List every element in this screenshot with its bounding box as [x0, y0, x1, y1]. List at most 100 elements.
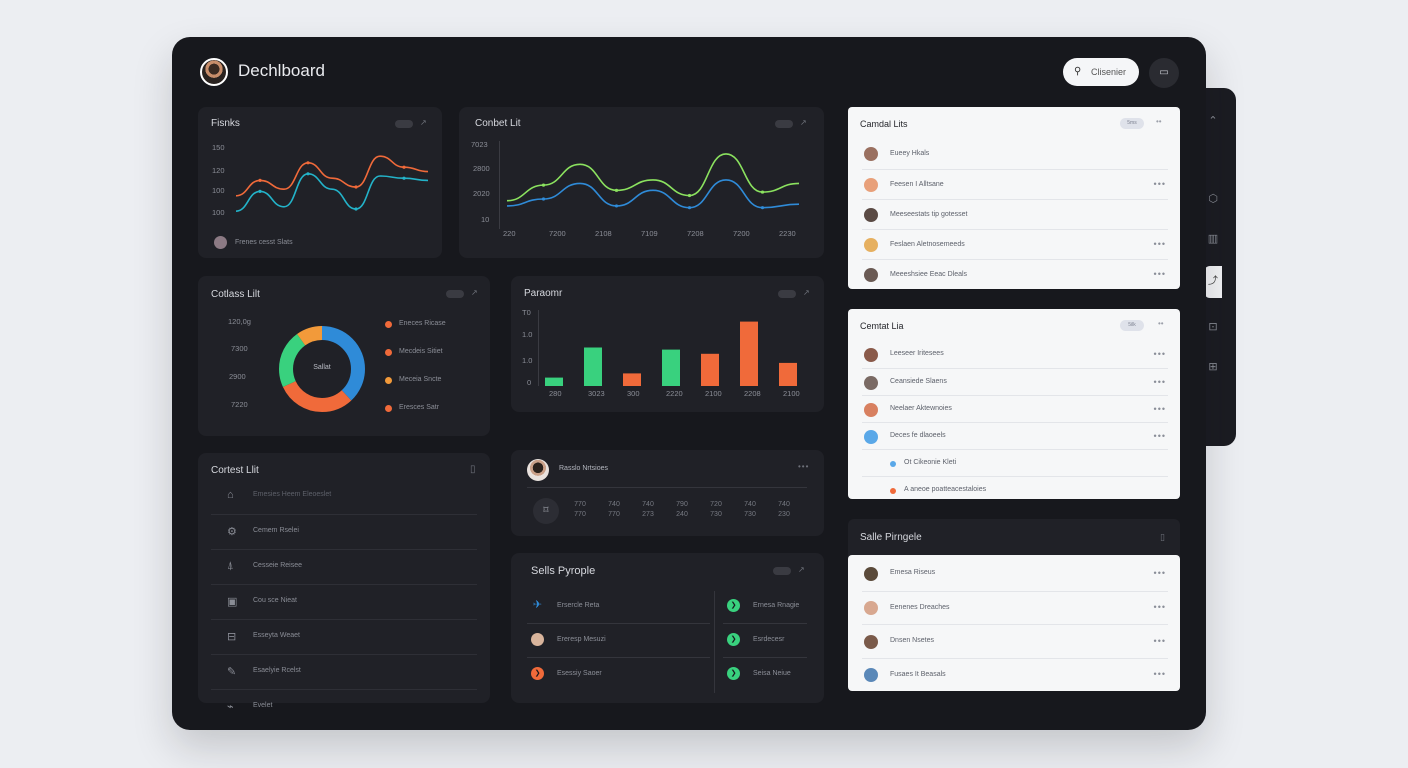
list-item[interactable]: Ceansiede Slaens ••• — [862, 368, 1168, 395]
card-toggle[interactable] — [775, 120, 793, 128]
cube-icon[interactable]: ⬡ — [1208, 193, 1218, 205]
list-item[interactable]: Feesen I Alltsane ••• — [862, 169, 1168, 199]
book-icon[interactable]: ▥ — [1207, 233, 1219, 245]
more-icon[interactable]: •• — [1158, 319, 1164, 328]
bookmark-icon[interactable]: ▯ — [1160, 532, 1165, 542]
search-button[interactable]: ⚲ Clisenier — [1063, 58, 1139, 86]
card-title: Salle Pirngele — [860, 532, 922, 543]
grid-icon[interactable]: ⊞ — [1208, 361, 1218, 373]
list-item-label[interactable]: Esrdecesr — [753, 636, 785, 643]
avatar — [864, 147, 878, 161]
status-badge[interactable]: 5ms — [1120, 118, 1144, 129]
avatar — [864, 208, 878, 222]
data-point — [354, 207, 358, 211]
more-icon[interactable]: ••• — [798, 462, 810, 471]
expand-icon[interactable]: ↗ — [471, 288, 478, 297]
x-tick: 2100 — [705, 389, 722, 398]
data-point — [354, 185, 358, 189]
stat-value: 790 — [676, 501, 688, 508]
more-icon[interactable]: •• — [1156, 117, 1162, 126]
list-item[interactable]: ✎ Esaelyie Rcelst — [211, 654, 477, 689]
more-icon[interactable]: ••• — [1153, 430, 1166, 441]
list-item[interactable]: Fusaes It Beasals ••• — [862, 657, 1168, 692]
status-badge[interactable]: 5ilk — [1120, 320, 1144, 331]
list-item[interactable]: ⚙ Cemem Rselei — [211, 514, 477, 549]
list-item[interactable]: ⍋ Cesseie Reisee — [211, 549, 477, 584]
donut-chart — [279, 326, 365, 412]
sales-people-card: Sells Pyrople ↗ ✈ Ersercle Reta Ereresp Me… — [511, 553, 824, 703]
card-toggle[interactable] — [395, 120, 413, 128]
expand-icon[interactable]: ↗ — [798, 565, 805, 574]
list-item-label: Emesa Riseus — [890, 569, 936, 577]
more-icon[interactable]: ••• — [1153, 567, 1166, 578]
list-item[interactable]: ▣ Cou sce Nieat — [211, 584, 477, 619]
list-item-label[interactable]: Ersercle Reta — [557, 602, 600, 609]
legend-entry: Mecdeis Sitiet — [399, 348, 443, 355]
x-tick: 2108 — [595, 229, 612, 238]
y-tick: 1.0 — [522, 330, 533, 339]
y-tick: T0 — [522, 308, 531, 317]
expand-icon[interactable]: ↗ — [800, 118, 807, 127]
card-toggle[interactable] — [778, 290, 796, 298]
card-toggle[interactable] — [773, 567, 791, 575]
list-item[interactable]: Feslaen Aletnosemeeds ••• — [862, 229, 1168, 259]
list-item-label[interactable]: Seisa Neiue — [753, 670, 791, 677]
more-icon[interactable]: ••• — [1153, 269, 1166, 279]
list-item[interactable]: Leeseer Iritesees ••• — [862, 341, 1168, 368]
stat-value: 770 — [608, 511, 620, 518]
card-title: Fisnks — [211, 118, 240, 129]
legend-entry: Meceia Sncte — [399, 376, 442, 383]
list-item-label[interactable]: Ereresp Mesuzi — [557, 636, 606, 643]
y-tick: 2020 — [473, 189, 490, 198]
list-item-label[interactable]: Esessiy Saoer — [557, 670, 602, 677]
y-tick: 0 — [527, 378, 532, 387]
more-icon[interactable]: ••• — [1153, 348, 1166, 359]
data-point — [258, 189, 262, 193]
list-item[interactable]: ⌁ Evelet — [211, 689, 477, 724]
share-icon[interactable]: ⤴ — [1204, 266, 1222, 298]
list-item[interactable]: Emesa Riseus ••• — [862, 557, 1168, 591]
stat-value: 230 — [778, 511, 790, 518]
list-item[interactable]: Deces fe dlaoeels ••• — [862, 422, 1168, 449]
stat-column: 720 730 — [705, 500, 727, 520]
more-icon[interactable]: ••• — [1153, 239, 1166, 249]
list-item[interactable]: Eenenes Dreaches ••• — [862, 590, 1168, 625]
list-item[interactable]: Meeeshsiee Eeac Dleals ••• — [862, 259, 1168, 289]
list-item-label: Fusaes It Beasals — [890, 670, 946, 678]
list-item[interactable]: ⌂ Emesies Heem Eleoeslet — [211, 479, 477, 514]
card-toggle[interactable] — [446, 290, 464, 298]
profile-avatar[interactable] — [527, 459, 549, 481]
more-icon[interactable]: ••• — [1153, 376, 1166, 387]
list-item[interactable]: Dnsen Nsetes ••• — [862, 624, 1168, 658]
pie-slice — [279, 326, 365, 412]
bag-icon: ▣ — [227, 596, 238, 608]
more-icon[interactable]: ••• — [1153, 602, 1166, 613]
contact-line-chart — [506, 153, 800, 210]
y-tick: 1.0 — [522, 356, 533, 365]
list-item[interactable]: A aneoe poatteacestaloies — [862, 476, 1168, 503]
tag-button[interactable]: ⌑ — [533, 498, 559, 524]
list-item[interactable]: Neelaer Aktewnoies ••• — [862, 395, 1168, 422]
list-item[interactable]: ⊟ Esseyta Weaet — [211, 619, 477, 654]
dashboard-frame: Dechlboard ⚲ Clisenier ▭ Fisnks ↗ 150 12… — [172, 37, 1206, 730]
more-icon[interactable]: ••• — [1153, 179, 1166, 189]
contest-list-card: Cortest Llit ▯ ⌂ Emesies Heem Eleoeslet ⚙ C… — [198, 453, 490, 713]
data-point — [541, 183, 546, 187]
y-axis — [499, 141, 500, 229]
list-item-label[interactable]: Ernesa Rnagie — [753, 602, 800, 609]
avatar[interactable] — [200, 58, 228, 86]
card-title: Conbet Lit — [475, 118, 521, 129]
expand-icon[interactable]: ↗ — [803, 288, 810, 297]
more-icon[interactable]: ••• — [1153, 635, 1166, 646]
bookmark-icon[interactable]: ▯ — [470, 464, 476, 475]
list-item[interactable]: Ot Cikeonie Kleti — [862, 449, 1168, 476]
list-item-label: Leeseer Iritesees — [890, 350, 944, 357]
box-icon[interactable]: ⊡ — [1208, 321, 1218, 333]
expand-icon[interactable]: ↗ — [420, 118, 427, 127]
list-item[interactable]: Meeseestats tip gotesset — [862, 199, 1168, 229]
more-icon[interactable]: ••• — [1153, 403, 1166, 414]
bag-button[interactable]: ▭ — [1149, 58, 1179, 88]
list-item[interactable]: Eueey Hkals — [862, 139, 1168, 169]
more-icon[interactable]: ••• — [1153, 669, 1166, 680]
chevron-up-icon[interactable]: ⌃ — [1208, 115, 1218, 127]
